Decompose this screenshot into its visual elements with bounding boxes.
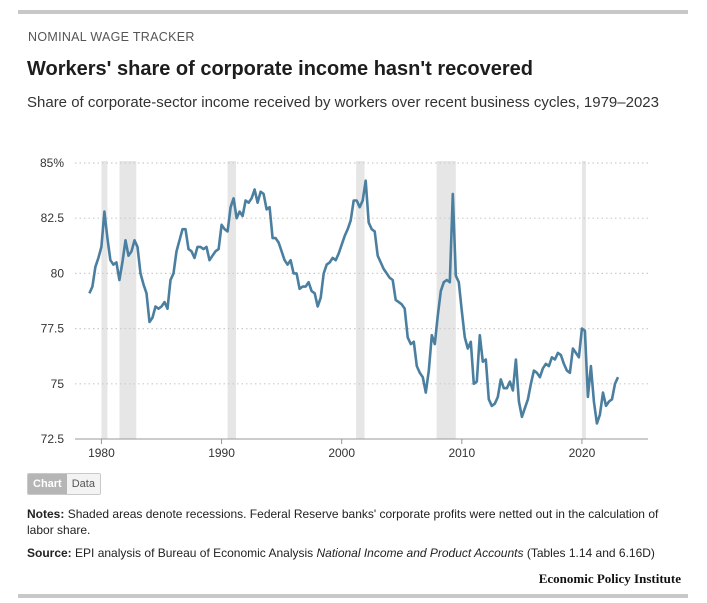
notes-text: Shaded areas denote recessions. Federal … [27, 507, 659, 537]
chart-subtitle: Share of corporate-sector income receive… [27, 94, 659, 111]
source-label: Source: [27, 546, 72, 560]
epi-logo: Economic Policy Institute [538, 571, 681, 586]
bottom-rule [18, 594, 688, 598]
y-tick-label: 77.5 [41, 322, 65, 336]
line-chart: 72.5 75 77.5 80 82.5 85% 1980 1990 2000 2010 2020 [40, 156, 648, 460]
recession-band-0 [101, 161, 108, 439]
source-text-post: (Tables 1.14 and 6.16D) [523, 546, 655, 560]
y-tick-label: 82.5 [41, 211, 65, 225]
notes-label: Notes: [27, 507, 65, 521]
notes: Notes: Shaded areas denote recessions. F… [27, 506, 677, 538]
source-text-italic: National Income and Product Accounts [316, 546, 524, 560]
y-tick-label: 75 [51, 377, 65, 391]
kicker: NOMINAL WAGE TRACKER [28, 30, 195, 44]
y-tick-label: 80 [51, 266, 65, 280]
view-toggle: Chart Data [27, 473, 101, 495]
recession-band-3 [356, 161, 365, 439]
top-rule [18, 10, 688, 14]
x-tick-label: 1980 [88, 446, 115, 460]
source-text-pre: EPI analysis of Bureau of Economic Analy… [75, 546, 317, 560]
chart-title: Workers' share of corporate income hasn'… [27, 58, 533, 80]
chart-tab[interactable]: Chart [28, 474, 67, 494]
source: Source: EPI analysis of Bureau of Econom… [27, 545, 687, 561]
recession-bands [101, 161, 586, 439]
x-tick-label: 2000 [328, 446, 355, 460]
x-tick-label: 2020 [569, 446, 596, 460]
x-axis-labels: 1980 1990 2000 2010 2020 [88, 439, 596, 460]
x-tick-label: 1990 [208, 446, 235, 460]
data-tab[interactable]: Data [66, 474, 100, 494]
gridlines [75, 162, 648, 385]
y-axis-labels: 72.5 75 77.5 80 82.5 85% [40, 156, 64, 446]
y-tick-label: 72.5 [41, 432, 65, 446]
series-line-labor-share [88, 179, 620, 425]
recession-band-2 [227, 161, 236, 439]
x-tick-label: 2010 [448, 446, 475, 460]
recession-band-5 [581, 161, 586, 439]
recession-band-1 [119, 161, 137, 439]
y-tick-label: 85% [40, 156, 64, 170]
